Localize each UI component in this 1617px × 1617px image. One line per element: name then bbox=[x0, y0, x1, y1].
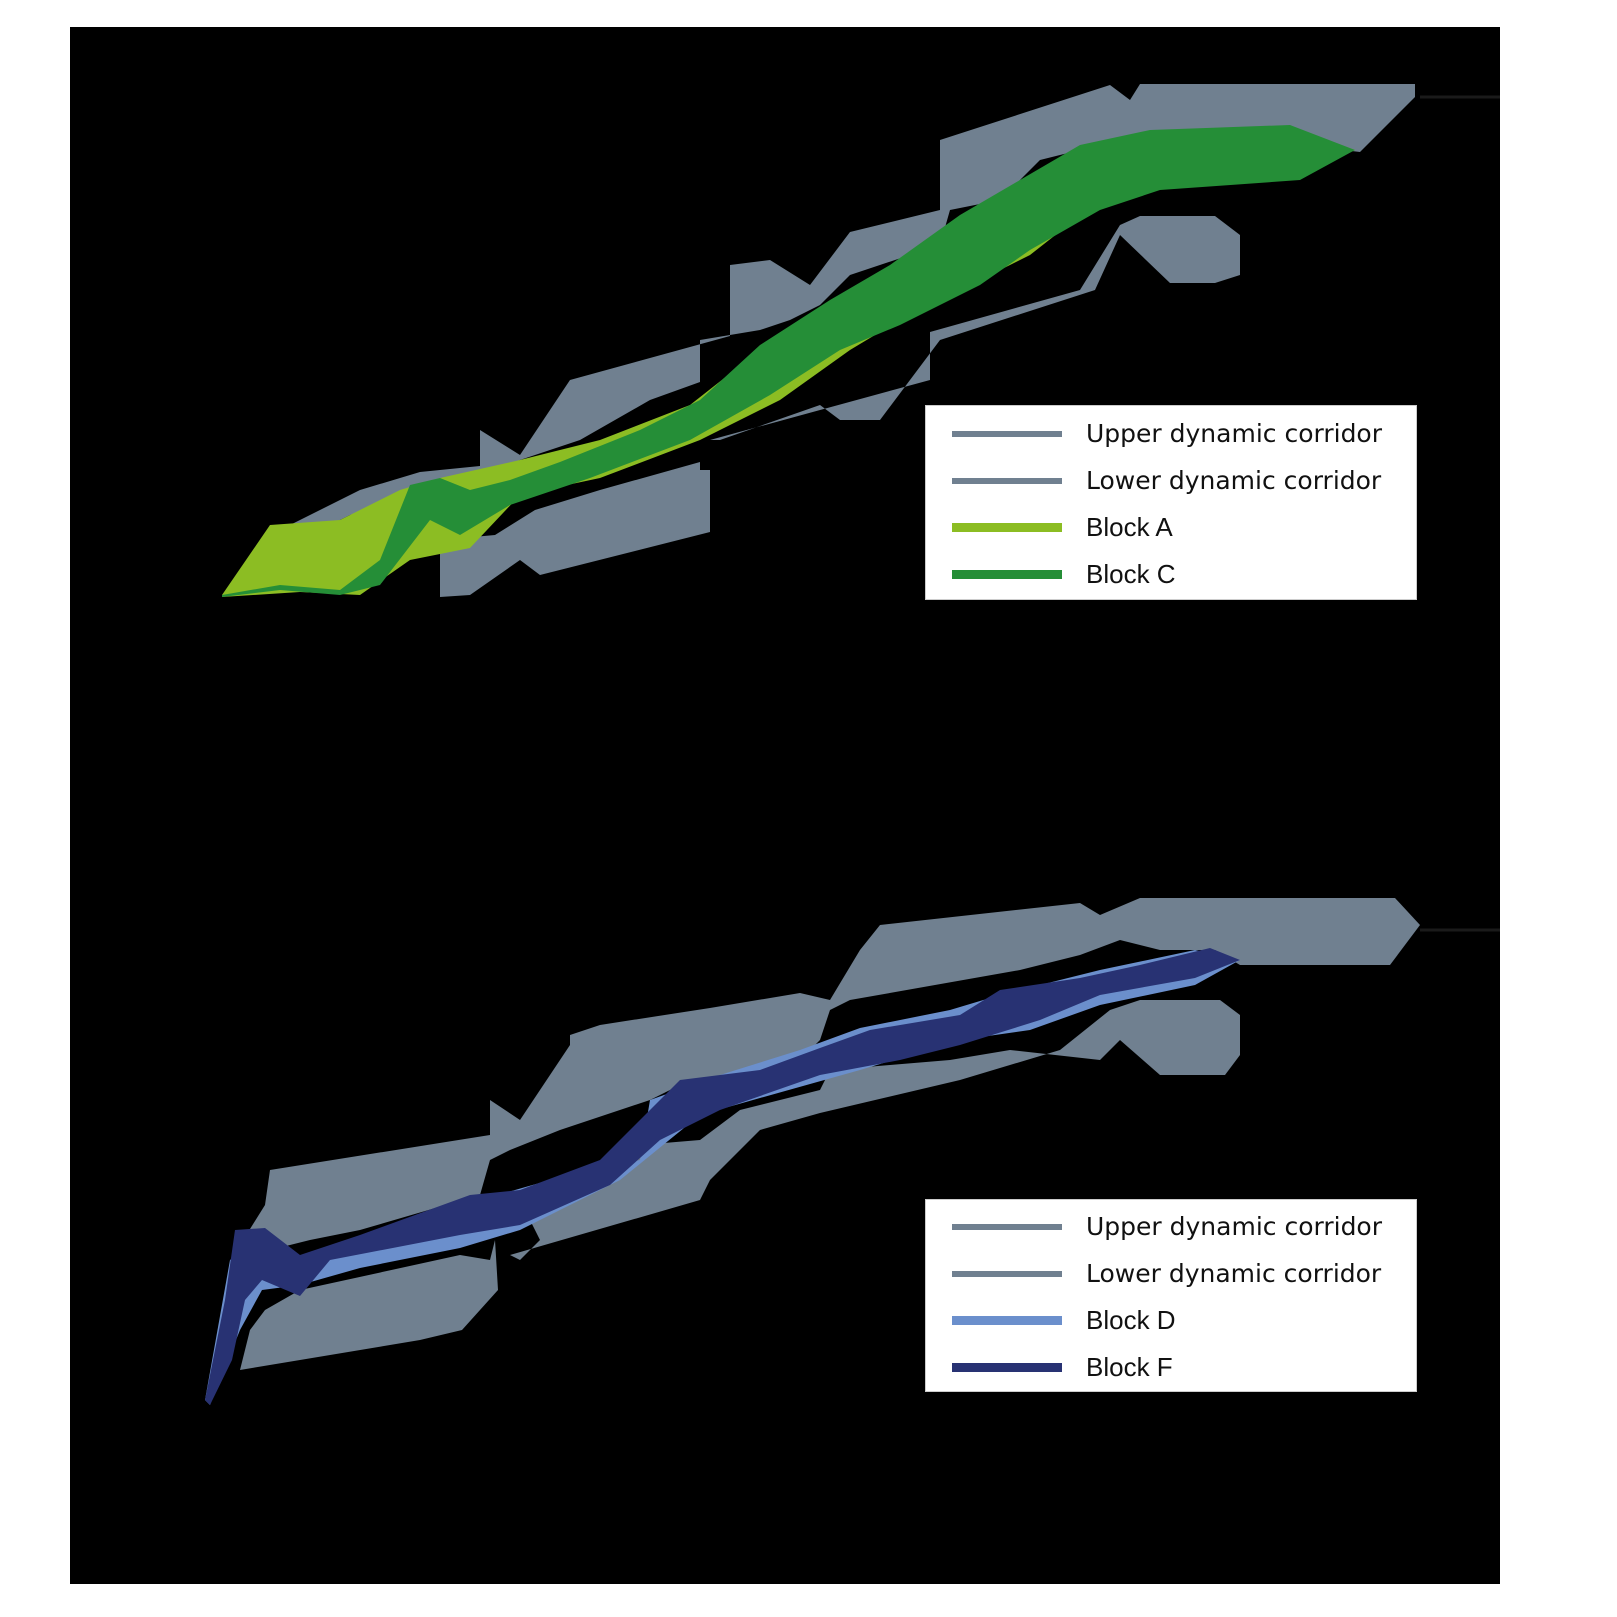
lower-dynamic-corridor-area bbox=[240, 1240, 498, 1370]
legend-label: Block F bbox=[1086, 1352, 1173, 1382]
legend-label: Block A bbox=[1086, 512, 1173, 542]
bottom-chart-legend: Upper dynamic corridor Lower dynamic cor… bbox=[925, 1199, 1417, 1392]
legend-swatch-block-c bbox=[952, 569, 1062, 579]
legend-swatch-lower-corridor bbox=[952, 478, 1062, 484]
bottom-chart-panel bbox=[205, 898, 1500, 1405]
upper-dynamic-corridor-area bbox=[290, 84, 1415, 540]
legend-label: Block C bbox=[1086, 559, 1176, 589]
legend-label: Lower dynamic corridor bbox=[1086, 1259, 1382, 1288]
legend-swatch-lower-corridor bbox=[952, 1271, 1062, 1277]
lower-dynamic-corridor-2-area bbox=[710, 216, 1240, 440]
legend-label: Upper dynamic corridor bbox=[1086, 1212, 1383, 1241]
legend-label: Lower dynamic corridor bbox=[1086, 466, 1382, 495]
block-c-area bbox=[222, 125, 1355, 597]
legend-swatch-upper-corridor bbox=[952, 1224, 1062, 1230]
legend-swatch-upper-corridor bbox=[952, 431, 1062, 437]
lower-dynamic-corridor-2-area bbox=[510, 1000, 1240, 1260]
legend-swatch-block-d bbox=[952, 1315, 1062, 1325]
legend-swatch-block-f bbox=[952, 1362, 1062, 1372]
block-d-area bbox=[205, 950, 1240, 1405]
upper-dynamic-corridor-area bbox=[240, 898, 1420, 1250]
lower-dynamic-corridor-area bbox=[440, 462, 710, 597]
legend-label: Block D bbox=[1086, 1305, 1176, 1335]
top-chart-panel bbox=[222, 84, 1500, 597]
top-chart-legend: Upper dynamic corridor Lower dynamic cor… bbox=[925, 405, 1417, 600]
legend-label: Upper dynamic corridor bbox=[1086, 419, 1383, 448]
legend-swatch-block-a bbox=[952, 522, 1062, 532]
